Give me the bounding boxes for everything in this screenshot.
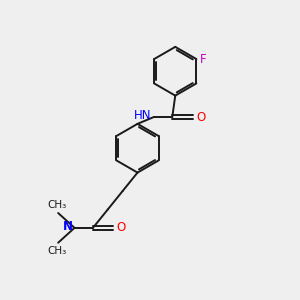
Text: N: N (63, 220, 73, 233)
Text: O: O (116, 221, 125, 234)
Text: CH₃: CH₃ (47, 246, 66, 256)
Text: HN: HN (134, 109, 152, 122)
Text: F: F (200, 52, 207, 66)
Text: CH₃: CH₃ (47, 200, 66, 210)
Text: O: O (196, 110, 205, 124)
